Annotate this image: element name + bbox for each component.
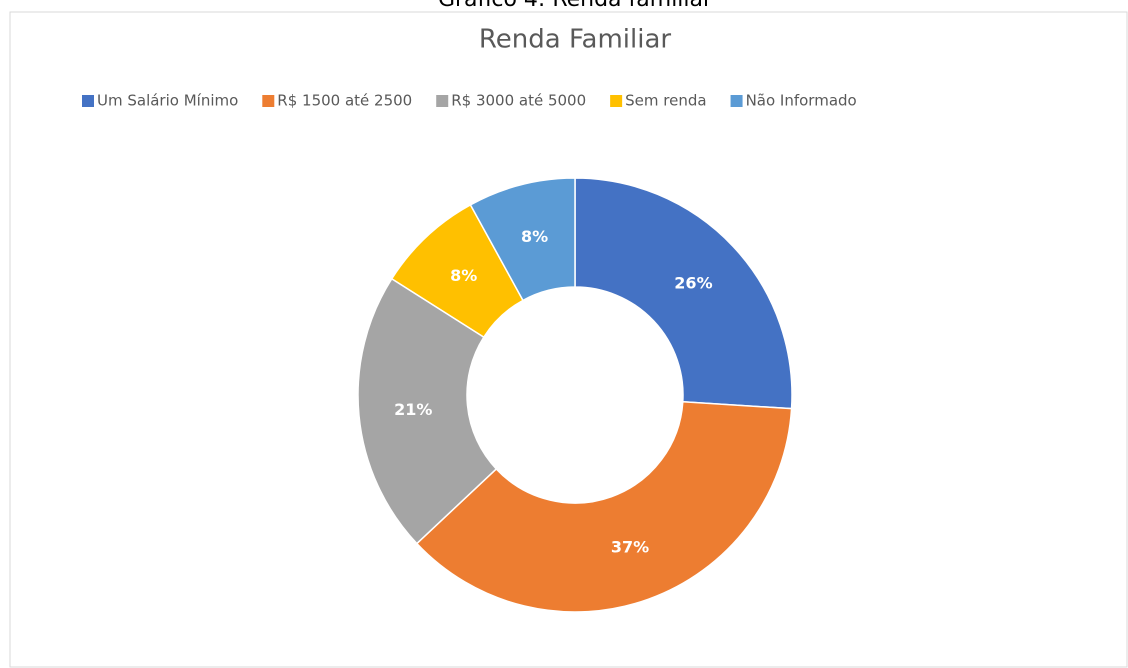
donut: 26% 37% 21% 8% 8% [357, 177, 793, 613]
legend: Um Salário Mínimo R$ 1500 até 2500 R$ 3000… [82, 92, 857, 110]
donut-slice [469, 177, 576, 302]
chart-title: Renda Familiar [479, 25, 672, 55]
donut-slice [415, 400, 793, 613]
legend-swatch [436, 95, 449, 107]
legend-label: R$ 3000 até 5000 [451, 92, 586, 110]
value-label: 21% [394, 400, 432, 419]
value-label: 37% [611, 537, 649, 556]
legend-label: Não Informado [746, 92, 857, 110]
value-label: 8% [521, 227, 548, 246]
legend-label: Sem renda [625, 92, 706, 110]
donut-slice [574, 177, 793, 410]
donut-slice [357, 277, 498, 545]
legend-label: Um Salário Mínimo [97, 92, 238, 110]
value-label: 8% [450, 266, 477, 285]
legend-swatch [262, 95, 275, 107]
value-label: 26% [674, 273, 712, 292]
legend-swatch [82, 95, 94, 107]
legend-swatch [610, 95, 623, 107]
caption: Gráfico 4: Renda familiar [438, 0, 713, 12]
legend-label: R$ 1500 até 2500 [277, 92, 412, 110]
legend-swatch [730, 95, 743, 107]
